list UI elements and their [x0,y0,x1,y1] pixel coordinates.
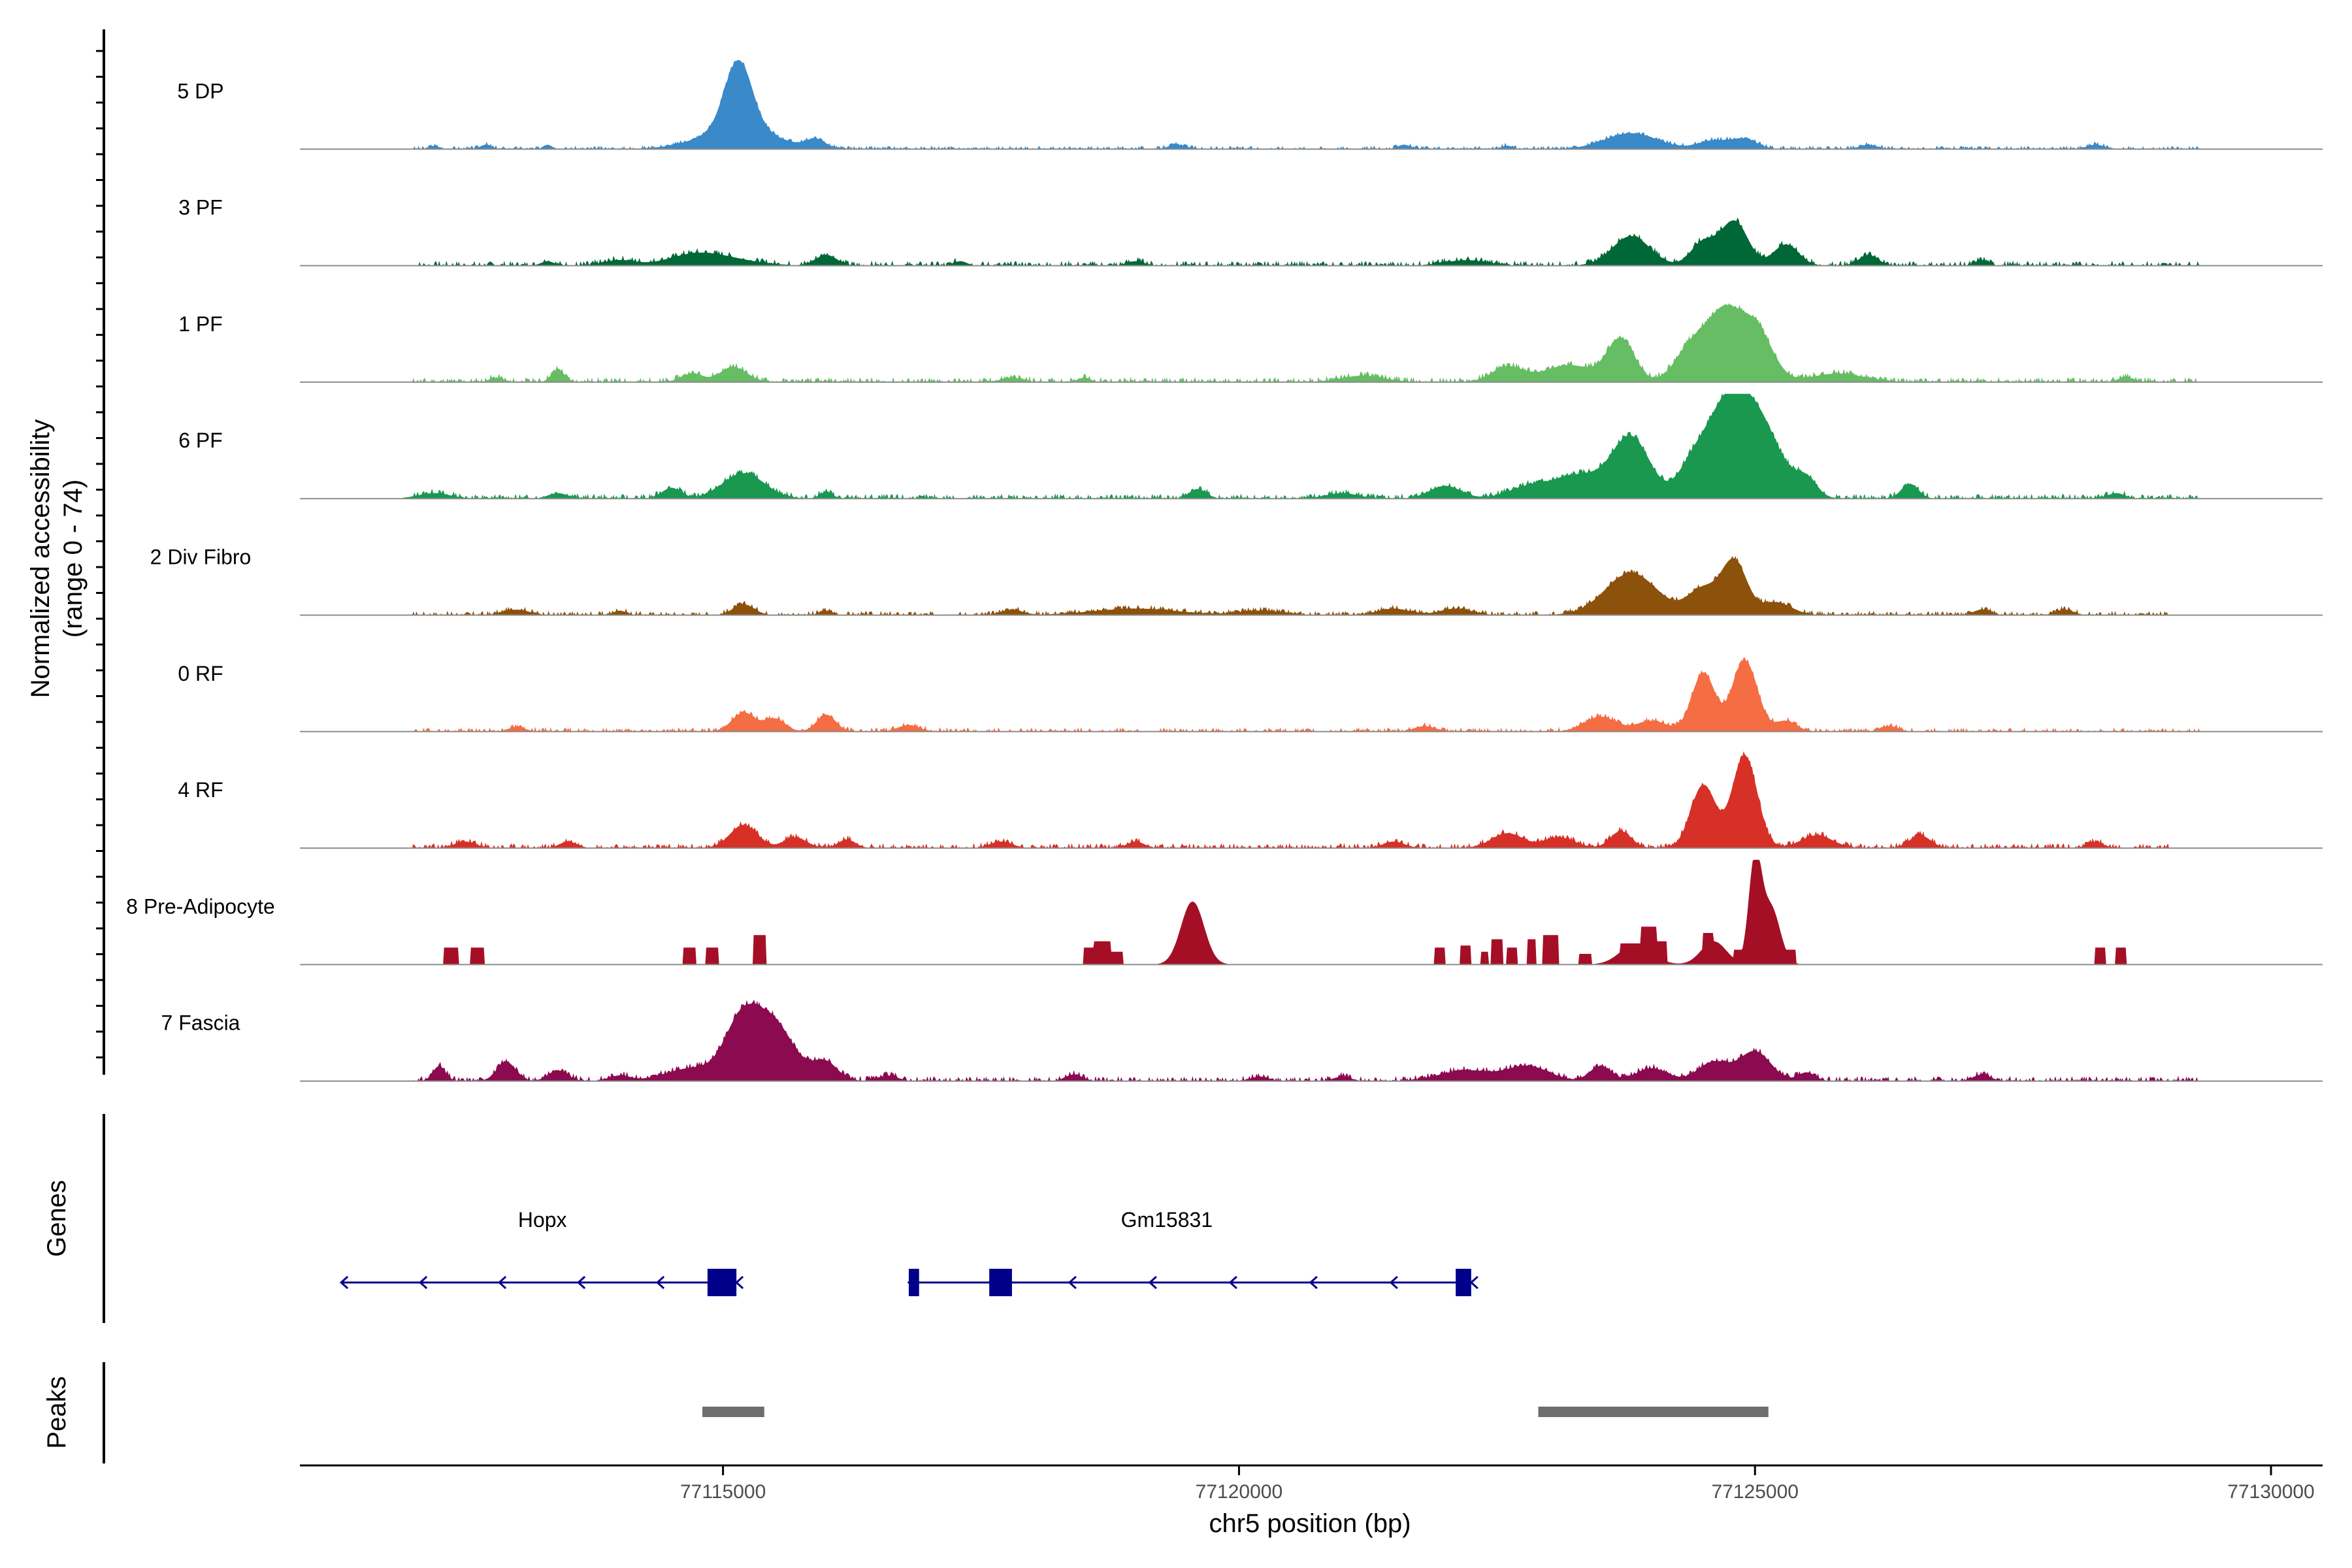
track-0-rf: 0 RF [178,657,2323,733]
coverage-area [300,218,2323,267]
coverage-area [300,657,2323,733]
x-tick-label: 77130000 [2227,1481,2314,1503]
coverage-area [300,555,2323,616]
track-7-fascia: 7 Fascia [161,1000,2323,1083]
track-label: 0 RF [178,662,223,685]
coverage-area [300,860,2323,965]
track-label: 1 PF [178,312,223,336]
track-label: 4 RF [178,778,223,802]
x-tick-label: 77120000 [1196,1481,1282,1503]
strand-arrow [655,1275,665,1290]
peaks-panel-title: Peaks [42,1376,71,1448]
track-8-pre-adipocyte: 8 Pre-Adipocyte [126,860,2323,966]
gene-label: Hopx [518,1208,567,1232]
strand-arrow [1469,1275,1478,1290]
strand-arrow [576,1275,586,1290]
x-axis-title: chr5 position (bp) [1209,1509,1411,1538]
track-label: 7 Fascia [161,1011,240,1035]
coverage-area [300,59,2323,150]
peak-region [1538,1407,1769,1417]
track-label: 5 DP [177,79,223,103]
strand-arrow [734,1275,744,1290]
y-axis-range: (range 0 - 74) [59,480,88,638]
exon [707,1269,737,1296]
accessibility-y-axis [96,29,105,1075]
strand-arrow [1228,1275,1237,1290]
gene-hopx: Hopx [339,1208,744,1296]
track-1-pf: 1 PF [178,303,2323,384]
track-label: 2 Div Fibro [150,546,252,569]
coverage-tracks: 5 DP 3 PF 1 PF 6 PF 2 Div Fibro 0 RF 4 RF 8 Pre… [126,59,2323,1083]
coverage-area [300,393,2323,500]
strand-arrow [1148,1275,1157,1290]
track-4-rf: 4 RF [178,751,2323,849]
track-5-dp: 5 DP [177,59,2323,150]
exon [908,1269,919,1296]
track-6-pf: 6 PF [178,393,2323,500]
coverage-area [300,303,2323,384]
genes-panel-title: Genes [42,1180,71,1257]
coverage-area [300,751,2323,849]
peak-regions-track [702,1407,1769,1417]
coverage-area [300,1000,2323,1083]
strand-arrow [1309,1275,1318,1290]
x-tick-label: 77115000 [680,1481,766,1503]
track-label: 8 Pre-Adipocyte [126,894,275,918]
track-label: 6 PF [178,429,223,452]
exon [1456,1269,1471,1296]
track-2-div-fibro: 2 Div Fibro [150,546,2323,616]
track-label: 3 PF [178,196,223,220]
strand-arrow [1389,1275,1398,1290]
strand-arrow [1068,1275,1077,1290]
x-axis-ticks: 77115000 77120000 77125000 77130000 [680,1465,2315,1503]
strand-arrow [339,1275,349,1290]
gene-annotation-track: Hopx Gm15831 [339,1208,1478,1296]
x-tick-label: 77125000 [1711,1481,1798,1503]
track-3-pf: 3 PF [178,196,2323,267]
exon [989,1269,1012,1296]
strand-arrow [497,1275,507,1290]
peak-region [702,1407,764,1417]
strand-arrow [418,1275,428,1290]
gene-gm15831: Gm15831 [907,1208,1478,1296]
y-axis-title: Normalized accessibility [26,419,55,698]
gene-label: Gm15831 [1121,1208,1213,1232]
